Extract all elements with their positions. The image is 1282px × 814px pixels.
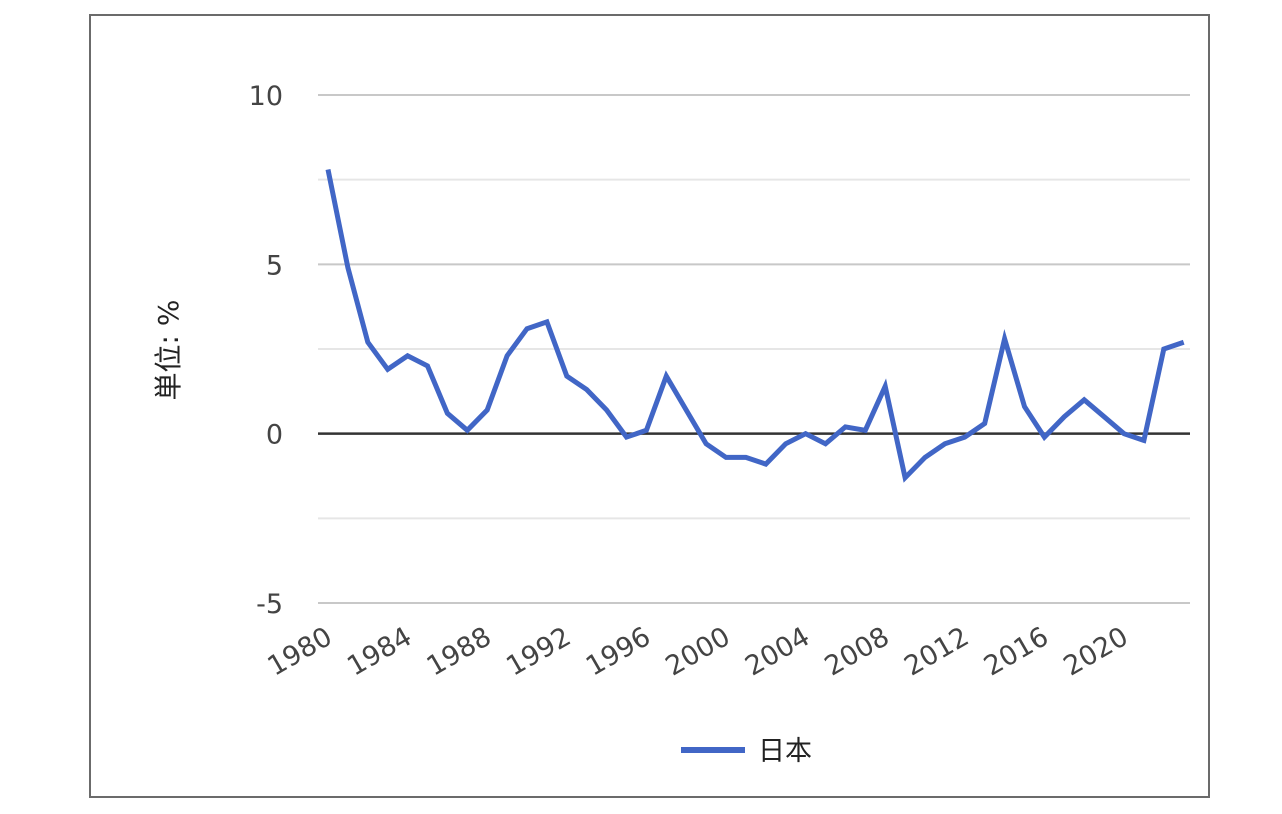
x-tick-label-9: 2016 xyxy=(979,621,1054,682)
series-layer xyxy=(325,169,1185,483)
y-tick-label-3: 10 xyxy=(249,81,283,112)
x-axis-ticks: 1980 1984 1988 1992 1996 2000 2004 2008 2012 2016… xyxy=(262,621,1133,682)
x-tick-label-10: 2020 xyxy=(1058,621,1133,682)
series-line-0 xyxy=(325,169,1185,483)
x-tick-label-8: 2012 xyxy=(899,621,974,682)
legend: 日本 xyxy=(681,736,812,767)
x-tick-label-0: 1980 xyxy=(262,621,337,682)
y-tick-label-2: 5 xyxy=(266,250,283,281)
x-tick-label-4: 1996 xyxy=(581,621,656,682)
x-tick-label-7: 2008 xyxy=(820,621,895,682)
y-axis-ticks: -5 0 5 10 xyxy=(249,81,283,620)
x-tick-label-6: 2004 xyxy=(740,621,815,682)
y-tick-label-0: -5 xyxy=(256,589,283,620)
x-tick-label-2: 1988 xyxy=(422,621,497,682)
x-tick-label-3: 1992 xyxy=(501,621,576,682)
grid-layer xyxy=(318,94,1190,604)
x-tick-label-1: 1984 xyxy=(342,621,417,682)
y-tick-label-1: 0 xyxy=(266,420,283,451)
x-tick-label-5: 2000 xyxy=(660,621,735,682)
legend-label-japan: 日本 xyxy=(758,736,812,767)
y-axis-title: 単位: % xyxy=(152,300,185,401)
